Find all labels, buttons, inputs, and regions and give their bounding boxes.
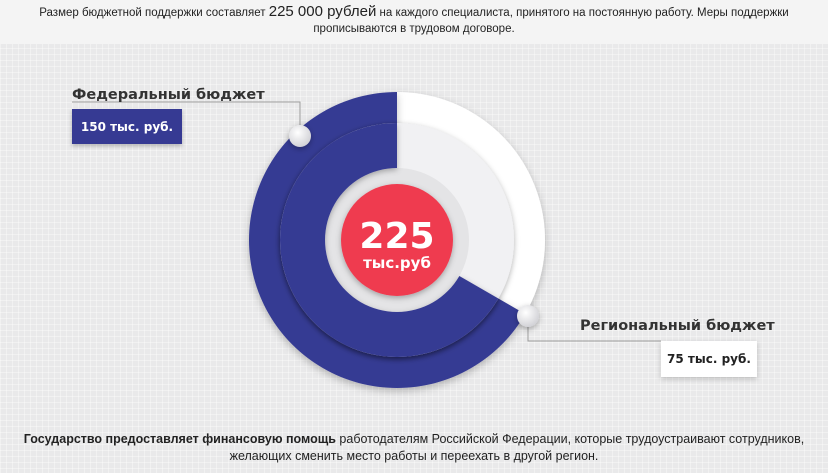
federal-inner-segment bbox=[280, 123, 499, 357]
federal-budget-value: 150 тыс. руб. bbox=[80, 119, 174, 134]
regional-budget-value: 75 тыс. руб. bbox=[667, 352, 751, 366]
center-total-value: 225 bbox=[359, 216, 434, 257]
regional-budget-value-box: 75 тыс. руб. bbox=[661, 341, 757, 377]
intro-text: Размер бюджетной поддержки составляет 22… bbox=[0, 0, 828, 44]
center-circle bbox=[341, 184, 453, 296]
footer-text: Государство предоставляет финансовую пом… bbox=[0, 431, 828, 465]
footer-text-bold: Государство предоставляет финансовую пом… bbox=[23, 432, 336, 446]
intro-amount: 225 000 рублей bbox=[268, 3, 377, 20]
intro-text-part1: Размер бюджетной поддержки составляет bbox=[39, 7, 269, 19]
federal-budget-value-box: 150 тыс. руб. bbox=[72, 109, 182, 144]
federal-connector-line bbox=[72, 101, 301, 136]
footer-text-rest: работодателям Российской Федерации, кото… bbox=[229, 432, 805, 463]
intro-text-part2: на каждого специалиста, принятого на пос… bbox=[313, 7, 789, 35]
regional-inner-segment bbox=[397, 123, 514, 299]
regional-budget-title: Региональный бюджет bbox=[580, 318, 775, 334]
federal-marker-knob bbox=[289, 125, 311, 147]
center-total-unit: тыс.руб bbox=[363, 254, 431, 272]
federal-budget-title: Федеральный бюджет bbox=[72, 87, 265, 103]
regional-marker-knob bbox=[517, 305, 539, 327]
